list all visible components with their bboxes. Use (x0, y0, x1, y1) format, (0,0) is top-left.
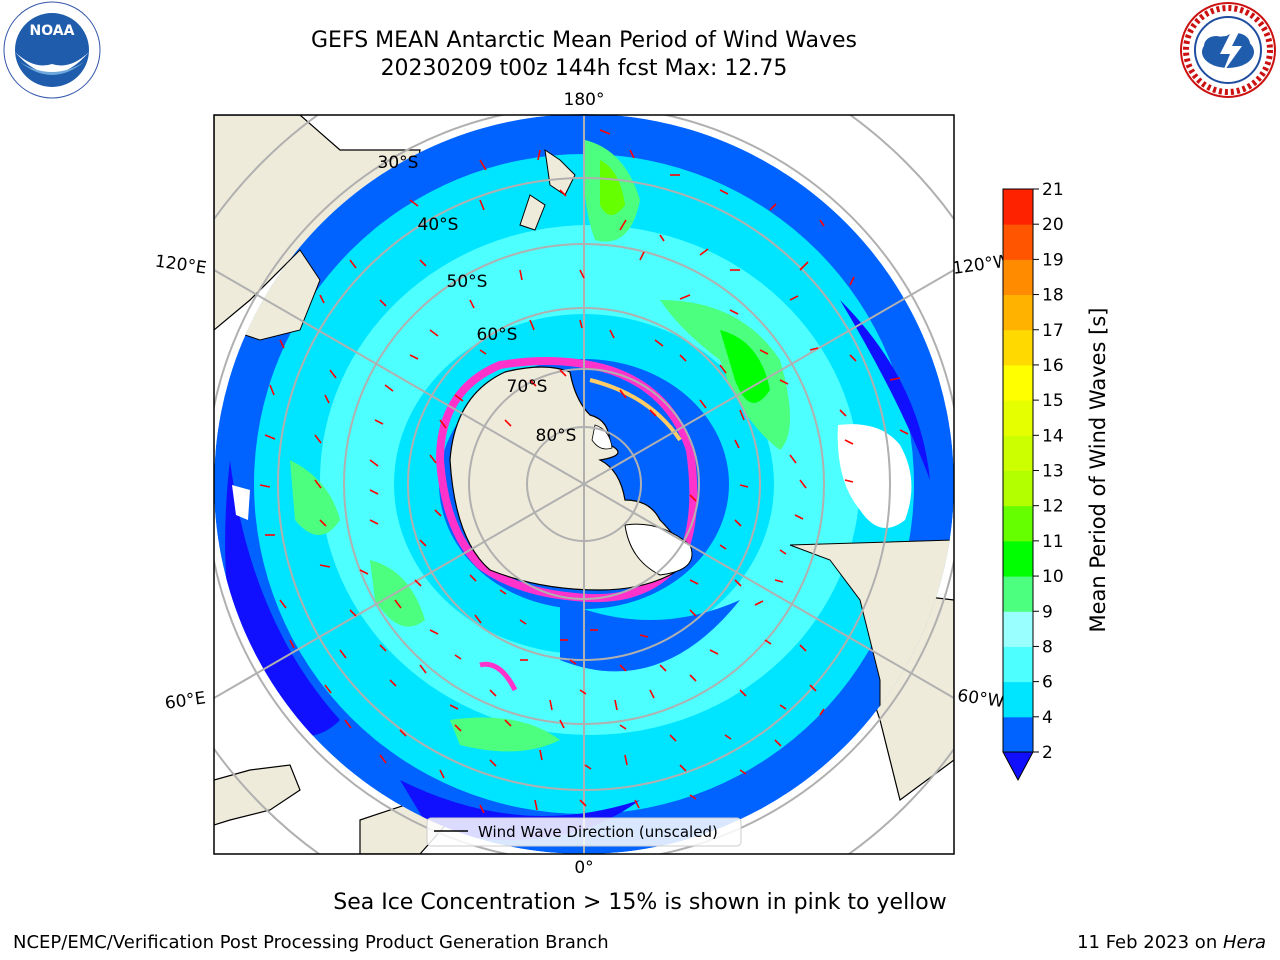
footer-date-block: 11 Feb 2023 on Hera (1077, 932, 1266, 953)
colorbar-segment (1003, 576, 1033, 612)
parallel-label-30s: 30°S (378, 153, 419, 173)
legend-label: Wind Wave Direction (unscaled) (478, 823, 718, 841)
footer-machine: Hera (1222, 932, 1266, 953)
colorbar-under-triangle (1002, 751, 1034, 782)
colorbar-tick-label: 10 (1042, 567, 1064, 587)
colorbar-segment (1003, 646, 1033, 683)
noaa-logo: NOAA (3, 1, 101, 99)
colorbar-segment (1003, 681, 1033, 718)
map-legend (426, 817, 742, 847)
colorbar-segment (1003, 364, 1033, 401)
sea-ice-caption: Sea Ice Concentration > 15% is shown in … (333, 890, 947, 915)
page-title: GEFS MEAN Antarctic Mean Period of Wind … (311, 28, 857, 53)
colorbar-tick-label: 18 (1042, 286, 1064, 306)
colorbar-tick-label: 8 (1042, 637, 1053, 657)
colorbar-segment (1003, 294, 1033, 331)
page-subtitle: 20230209 t00z 144h fcst Max: 12.75 (380, 56, 788, 81)
colorbar: 2 4 6 8 9 10 11 12 13 14 15 16 17 18 19 20 21 Mean Perio… (1002, 180, 1110, 782)
meridian-label-60w: 60°W (956, 686, 1005, 712)
colorbar-tick-label: 11 (1042, 532, 1064, 552)
colorbar-segment (1003, 400, 1033, 436)
nws-logo (1180, 2, 1276, 98)
footer-date: 11 Feb 2023 on (1077, 932, 1223, 953)
colorbar-tick-label: 15 (1042, 391, 1064, 411)
colorbar-tick-label: 17 (1042, 321, 1064, 341)
parallel-label-40s: 40°S (418, 215, 459, 235)
colorbar-segment (1003, 716, 1033, 753)
parallel-label-50s: 50°S (447, 272, 488, 292)
parallel-label-70s: 70°S (507, 377, 548, 397)
colorbar-tick-label: 2 (1042, 743, 1053, 763)
colorbar-tick-label: 21 (1042, 180, 1064, 200)
colorbar-tick-label: 16 (1042, 356, 1064, 376)
colorbar-tick-label: 13 (1042, 462, 1064, 482)
colorbar-segment (1003, 611, 1033, 647)
parallel-label-60s: 60°S (477, 325, 518, 345)
colorbar-segment (1003, 470, 1033, 507)
colorbar-segment (1003, 435, 1033, 471)
colorbar-label: Mean Period of Wind Waves [s] (1086, 308, 1110, 633)
colorbar-segment (1003, 259, 1033, 296)
colorbar-segment (1003, 329, 1033, 366)
colorbar-segment (1003, 540, 1033, 577)
footer-credit: NCEP/EMC/Verification Post Processing Pr… (13, 932, 609, 953)
colorbar-segment (1003, 505, 1033, 542)
noaa-logo-name: NOAA (30, 23, 75, 39)
colorbar-tick-label: 14 (1042, 426, 1064, 446)
meridian-label-180: 180° (564, 90, 605, 110)
wind-wave-direction-arrows (259, 129, 909, 814)
colorbar-tick-label: 4 (1042, 708, 1053, 728)
colorbar-tick-label: 9 (1042, 602, 1053, 622)
colorbar-tick-label: 19 (1042, 250, 1064, 270)
meridian-label-60e: 60°E (164, 688, 207, 713)
meridian-label-120e: 120°E (154, 252, 208, 279)
parallel-label-80s: 80°S (536, 426, 577, 446)
meridian-label-0: 0° (574, 858, 593, 878)
colorbar-tick-label: 6 (1042, 673, 1053, 693)
colorbar-tick-label: 12 (1042, 497, 1064, 517)
colorbar-tick-label: 20 (1042, 215, 1064, 235)
colorbar-segment (1003, 189, 1033, 225)
colorbar-segment (1003, 224, 1033, 260)
